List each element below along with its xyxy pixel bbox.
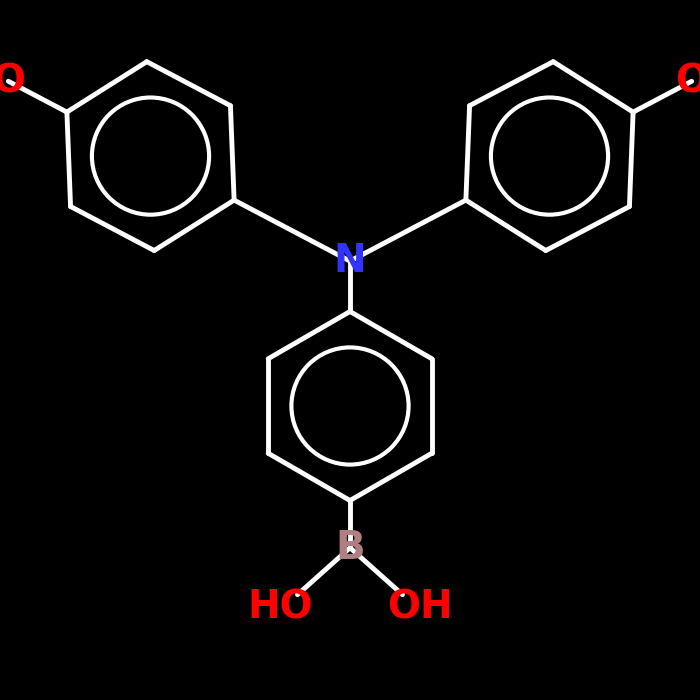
Text: O: O — [676, 62, 700, 100]
Text: HO: HO — [247, 588, 313, 626]
Text: N: N — [334, 242, 366, 280]
Text: OH: OH — [387, 588, 453, 626]
Text: O: O — [0, 62, 25, 100]
Text: B: B — [335, 528, 365, 567]
